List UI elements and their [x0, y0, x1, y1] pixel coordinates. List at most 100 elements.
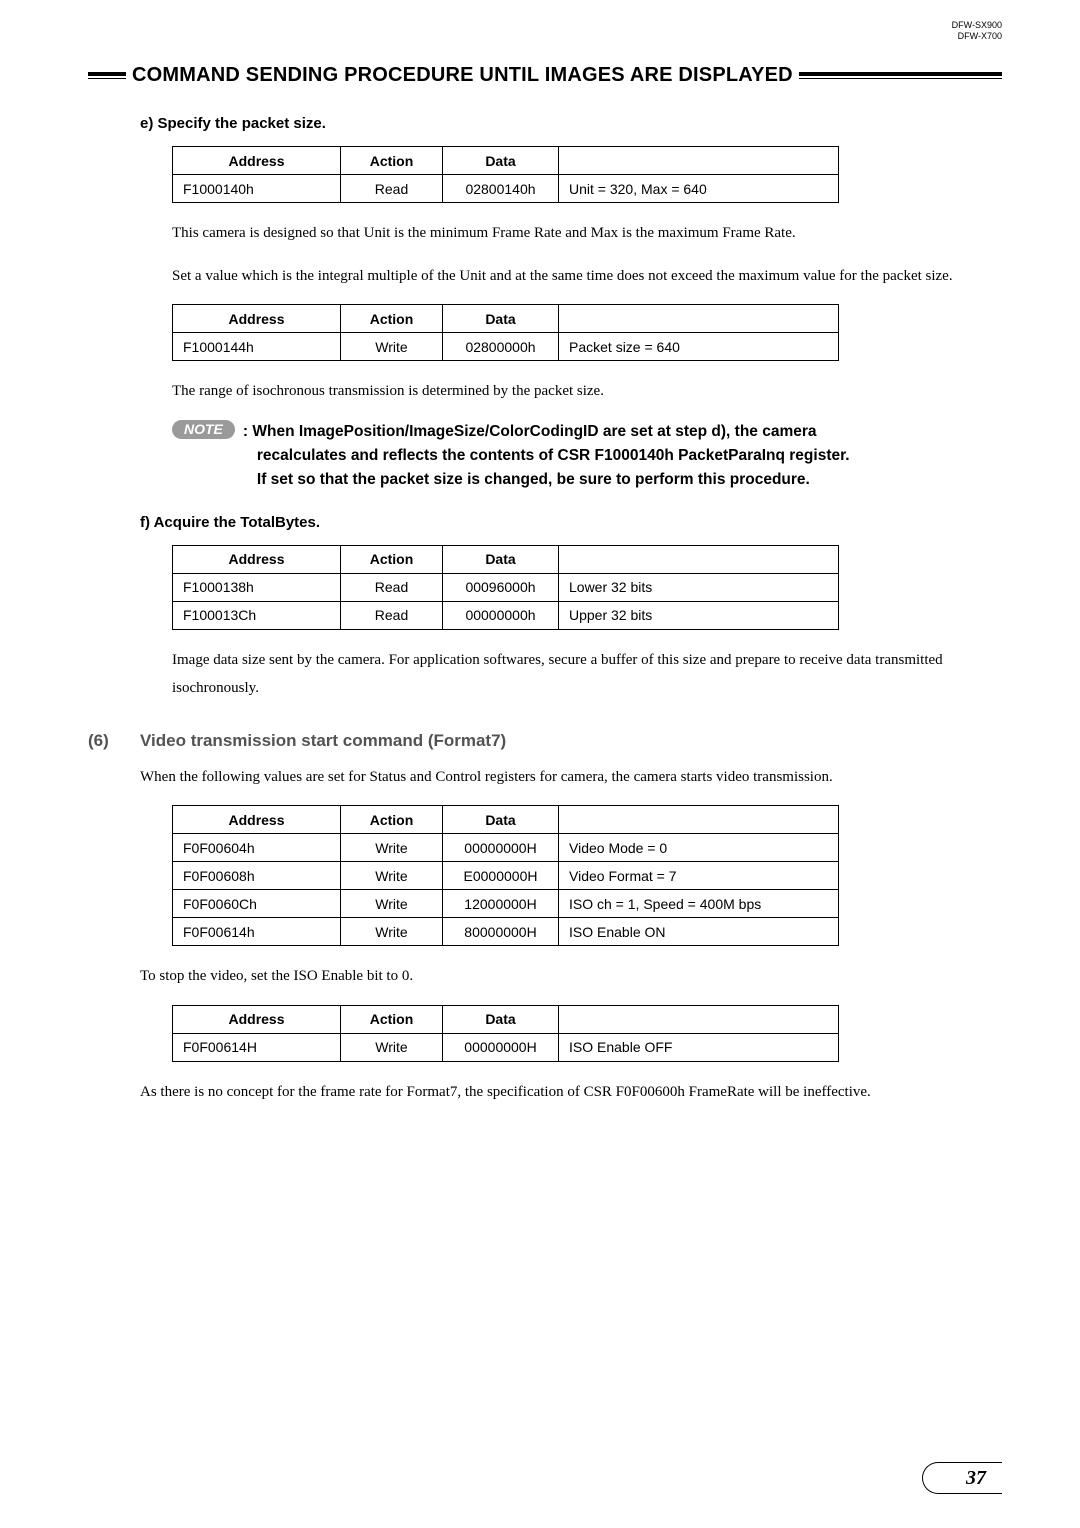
section-title: Video transmission start command (Format… [140, 731, 506, 751]
title-bar: COMMAND SENDING PROCEDURE UNTIL IMAGES A… [88, 64, 1002, 87]
td: Read [341, 175, 443, 203]
td: Unit = 320, Max = 640 [559, 175, 839, 203]
td: Write [341, 1033, 443, 1061]
td: Packet size = 640 [559, 333, 839, 361]
rule-left [88, 72, 126, 79]
td: Video Mode = 0 [559, 834, 839, 862]
table-6-1: Address Action Data F0F00604h Write 0000… [172, 805, 839, 946]
th: Address [173, 305, 341, 333]
model-2: DFW-X700 [952, 31, 1002, 42]
td: Read [341, 601, 443, 629]
th: Address [173, 806, 341, 834]
table-f1: Address Action Data F1000138h Read 00096… [172, 545, 839, 630]
table-row: F0F00614H Write 00000000H ISO Enable OFF [173, 1033, 839, 1061]
td: ISO ch = 1, Speed = 400M bps [559, 890, 839, 918]
td: 12000000H [443, 890, 559, 918]
note-block: NOTE : When ImagePosition/ImageSize/Colo… [172, 420, 1002, 492]
td: 80000000H [443, 918, 559, 946]
note-line: If set so that the packet size is change… [257, 468, 810, 492]
th: Data [443, 147, 559, 175]
td: Upper 32 bits [559, 601, 839, 629]
section-6-header: (6) Video transmission start command (Fo… [88, 731, 1002, 751]
th: Data [443, 1005, 559, 1033]
page-footer: 37 [922, 1462, 1002, 1494]
table-6-2: Address Action Data F0F00614H Write 0000… [172, 1005, 839, 1062]
table-row: F1000140h Read 02800140h Unit = 320, Max… [173, 175, 839, 203]
td: F0F00604h [173, 834, 341, 862]
para: Image data size sent by the camera. For … [172, 646, 1002, 703]
para: Set a value which is the integral multip… [172, 262, 1002, 291]
rule-right [799, 72, 1002, 79]
th: Address [173, 147, 341, 175]
td: 02800140h [443, 175, 559, 203]
th-blank [559, 147, 839, 175]
td: F1000144h [173, 333, 341, 361]
th: Address [173, 1005, 341, 1033]
para: The range of isochronous transmission is… [172, 377, 1002, 406]
table-row: F100013Ch Read 00000000h Upper 32 bits [173, 601, 839, 629]
td: Write [341, 333, 443, 361]
table-row: F1000138h Read 00096000h Lower 32 bits [173, 573, 839, 601]
th: Action [341, 147, 443, 175]
model-1: DFW-SX900 [952, 20, 1002, 31]
table-row: F1000144h Write 02800000h Packet size = … [173, 333, 839, 361]
para: To stop the video, set the ISO Enable bi… [140, 962, 1002, 991]
th: Action [341, 305, 443, 333]
th-blank [559, 806, 839, 834]
td: E0000000H [443, 862, 559, 890]
table-row: F0F00604h Write 00000000H Video Mode = 0 [173, 834, 839, 862]
note-line: : When ImagePosition/ImageSize/ColorCodi… [243, 423, 817, 440]
td: 00000000H [443, 1033, 559, 1061]
td: 02800000h [443, 333, 559, 361]
td: 00000000H [443, 834, 559, 862]
td: F100013Ch [173, 601, 341, 629]
td: ISO Enable ON [559, 918, 839, 946]
section-number: (6) [88, 731, 140, 751]
td: Read [341, 573, 443, 601]
td: Video Format = 7 [559, 862, 839, 890]
section-e: e) Specify the packet size. Address Acti… [140, 115, 1002, 492]
td: Write [341, 834, 443, 862]
td: 00096000h [443, 573, 559, 601]
section-6: When the following values are set for St… [140, 763, 1002, 1107]
th: Action [341, 1005, 443, 1033]
header-models: DFW-SX900 DFW-X700 [952, 20, 1002, 42]
td: Write [341, 862, 443, 890]
td: F1000140h [173, 175, 341, 203]
table-e2: Address Action Data F1000144h Write 0280… [172, 304, 839, 361]
th: Data [443, 806, 559, 834]
th-blank [559, 305, 839, 333]
td: F0F0060Ch [173, 890, 341, 918]
page-number: 37 [922, 1462, 1002, 1494]
heading-e: e) Specify the packet size. [140, 115, 1002, 132]
td: F0F00608h [173, 862, 341, 890]
td: Write [341, 890, 443, 918]
note-line: recalculates and reflects the contents o… [257, 444, 850, 468]
page-title: COMMAND SENDING PROCEDURE UNTIL IMAGES A… [132, 64, 793, 87]
para: As there is no concept for the frame rat… [140, 1078, 1002, 1107]
table-e1: Address Action Data F1000140h Read 02800… [172, 146, 839, 203]
para: This camera is designed so that Unit is … [172, 219, 1002, 248]
section-f: f) Acquire the TotalBytes. Address Actio… [140, 514, 1002, 703]
th-blank [559, 545, 839, 573]
note-text: : When ImagePosition/ImageSize/ColorCodi… [243, 420, 850, 492]
heading-f: f) Acquire the TotalBytes. [140, 514, 1002, 531]
th: Data [443, 545, 559, 573]
note-pill: NOTE [172, 420, 235, 439]
td: F0F00614H [173, 1033, 341, 1061]
table-row: F0F0060Ch Write 12000000H ISO ch = 1, Sp… [173, 890, 839, 918]
table-row: F0F00614h Write 80000000H ISO Enable ON [173, 918, 839, 946]
td: Write [341, 918, 443, 946]
td: F1000138h [173, 573, 341, 601]
td: F0F00614h [173, 918, 341, 946]
th: Action [341, 806, 443, 834]
para: When the following values are set for St… [140, 763, 1002, 792]
th: Action [341, 545, 443, 573]
td: ISO Enable OFF [559, 1033, 839, 1061]
td: Lower 32 bits [559, 573, 839, 601]
table-row: F0F00608h Write E0000000H Video Format =… [173, 862, 839, 890]
th: Address [173, 545, 341, 573]
td: 00000000h [443, 601, 559, 629]
th: Data [443, 305, 559, 333]
th-blank [559, 1005, 839, 1033]
